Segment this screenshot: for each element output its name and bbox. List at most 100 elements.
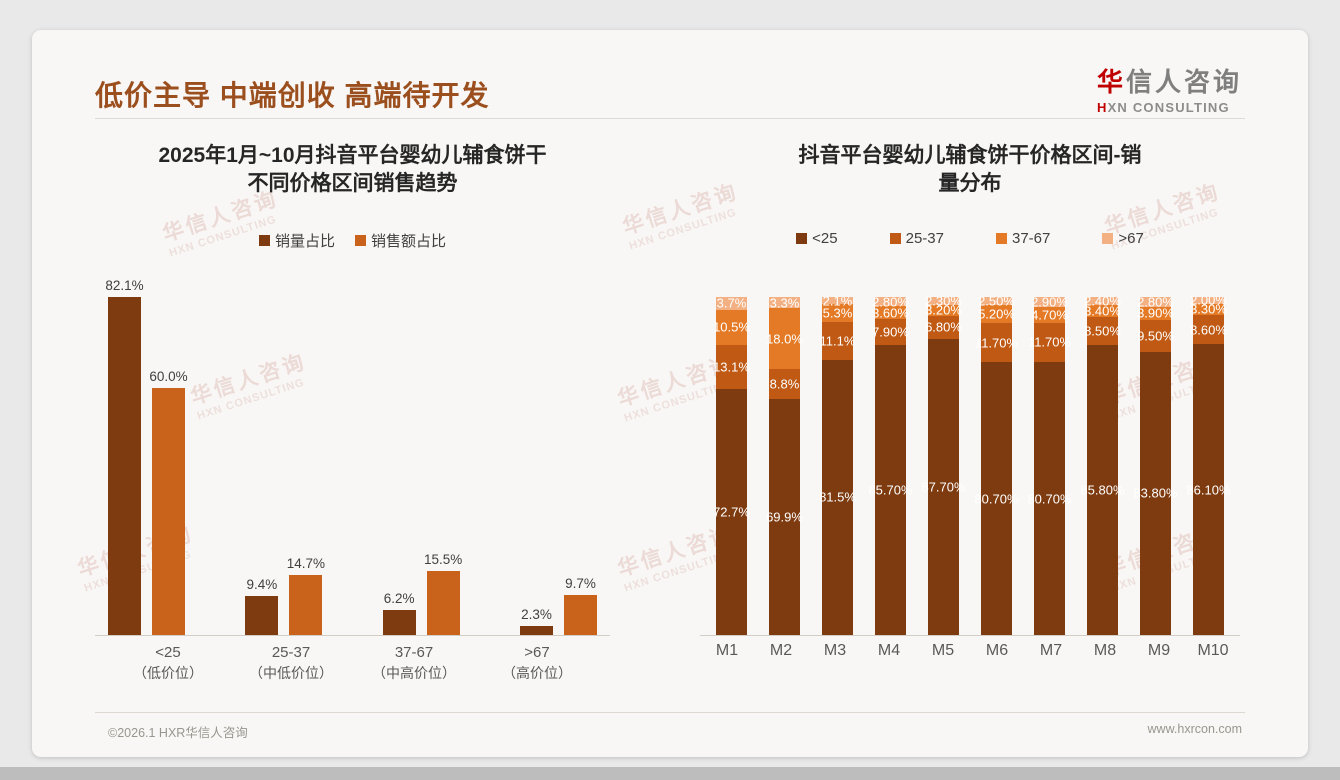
legend-swatch-icon: [355, 235, 366, 246]
x-axis-month-label: M5: [931, 642, 955, 659]
segment-value-label: 3.60%: [872, 305, 909, 321]
legend-label: 销售额占比: [371, 233, 447, 250]
legend-label: 25-37: [905, 230, 944, 247]
legend-item: 销售额占比: [355, 230, 446, 251]
segment-value-label: 72.7%: [713, 504, 750, 520]
segment-value-label: 2.00%: [1190, 297, 1227, 308]
x-axis-category-label: >67 （高价位）: [477, 642, 597, 684]
category-range-label: 37-67: [394, 644, 434, 661]
segment-value-label: 4.70%: [1031, 307, 1068, 323]
stack-segment: 85.70%: [868, 345, 913, 635]
segment-value-label: 83.80%: [1133, 485, 1178, 501]
segment-value-label: 86.10%: [1186, 482, 1231, 498]
stack-segment: 5.3%: [822, 304, 853, 322]
x-axis-month-label: M3: [823, 642, 847, 659]
x-axis-category-label: 25-37 （中低价位）: [231, 642, 351, 684]
legend-label: 37-67: [1012, 230, 1051, 247]
x-axis-month-label: M4: [877, 642, 901, 659]
category-range-label: >67: [524, 644, 550, 661]
stack-segment: 80.70%: [1027, 362, 1072, 635]
bar-group: 2.3% 9.7%: [519, 297, 597, 635]
stack-segment: 85.80%: [1080, 345, 1125, 635]
stack-segment: 72.7%: [713, 389, 750, 635]
stack-segment: 3.30%: [1190, 301, 1227, 317]
bar-value-label: 9.7%: [565, 576, 596, 592]
stack-segment: 2.30%: [925, 297, 962, 308]
segment-value-label: 2.90%: [1031, 297, 1068, 310]
segment-value-label: 8.60%: [1190, 322, 1227, 338]
segment-value-label: 85.70%: [868, 482, 913, 498]
stack-segment: 3.7%: [716, 297, 747, 311]
stack-segment: 8.8%: [769, 369, 800, 399]
segment-value-label: 3.3%: [769, 297, 800, 311]
window-bottom-edge: [0, 767, 1340, 780]
segment-value-label: 3.30%: [1190, 301, 1227, 317]
segment-value-label: 3.7%: [716, 297, 747, 311]
segment-value-label: 10.5%: [713, 319, 750, 335]
x-axis-month-label: M7: [1039, 642, 1063, 659]
stacked-bar: 80.70% 11.70% 4.70% 2.90%: [1027, 297, 1072, 635]
bar-value-label: 6.2%: [383, 590, 415, 606]
header-divider: [95, 118, 1245, 119]
segment-value-label: 11.1%: [819, 333, 856, 349]
stack-segment: 2.50%: [978, 297, 1015, 309]
right-chart-x-axis: M1 M2 M3 M4 M5 M6 M7 M8 M9 M10: [700, 642, 1240, 660]
bar: 15.5%: [424, 552, 462, 635]
segment-value-label: 2.1%: [822, 297, 853, 309]
bar: 6.2%: [382, 591, 416, 635]
category-range-label: 25-37: [271, 644, 311, 661]
stack-segment: 87.70%: [921, 338, 966, 635]
right-chart-legend: <25 25-37 37-67 >67: [700, 230, 1240, 247]
logo-gray-chars: 信人咨询: [1125, 67, 1242, 97]
category-range-label: <25: [155, 644, 181, 661]
left-chart-plot: 82.1% 60.0% 9.4% 14.7% 6.2% 15.5% 2.3% 9.7%: [95, 278, 610, 635]
bar: 9.7%: [563, 576, 597, 635]
bar-value-label: 15.5%: [424, 552, 463, 568]
bar-group: 82.1% 60.0%: [105, 278, 188, 635]
stack-segment: 3.60%: [872, 305, 909, 321]
x-axis-category-label: <25 （低价位）: [108, 642, 228, 684]
segment-value-label: 5.20%: [978, 306, 1015, 322]
right-chart-title-line1: 抖音平台婴幼儿辅食饼干价格区间-销: [798, 144, 1142, 167]
stack-segment: 8.50%: [1084, 316, 1121, 346]
segment-value-label: 2.80%: [872, 297, 909, 310]
left-chart-title-line1: 2025年1月~10月抖音平台婴幼儿辅食饼干: [158, 144, 547, 167]
left-chart-title: 2025年1月~10月抖音平台婴幼儿辅食饼干 不同价格区间销售趋势: [95, 142, 610, 198]
bar-value-label: 9.4%: [246, 577, 278, 593]
legend-label: 销量占比: [274, 233, 335, 250]
left-chart-legend: 销量占比 销售额占比: [95, 230, 610, 251]
segment-value-label: 8.8%: [769, 376, 800, 392]
segment-value-label: 3.40%: [1084, 303, 1121, 319]
stack-segment: 7.90%: [872, 318, 909, 346]
legend-item: 销量占比: [258, 230, 335, 251]
stack-segment: 81.5%: [819, 359, 856, 635]
logo-english-text: HXN CONSULTING: [1097, 100, 1242, 115]
stack-segment: 11.1%: [819, 322, 856, 360]
x-axis-month-label: M2: [769, 642, 793, 659]
segment-value-label: 13.1%: [713, 359, 750, 375]
stack-segment: 69.9%: [766, 398, 803, 635]
bar-value-label: 14.7%: [286, 555, 325, 571]
segment-value-label: 11.70%: [1027, 334, 1072, 350]
stacked-bar: 85.70% 7.90% 3.60% 2.80%: [868, 297, 913, 635]
stack-segment: 80.70%: [974, 362, 1019, 635]
x-axis-month-label: M6: [985, 642, 1009, 659]
stack-segment: 11.70%: [1028, 322, 1071, 363]
stack-segment: 3.20%: [925, 303, 962, 318]
stack-segment: 2.80%: [1137, 297, 1174, 310]
segment-value-label: 6.80%: [925, 319, 962, 335]
stack-segment: 83.80%: [1133, 351, 1178, 635]
stack-segment: 9.50%: [1137, 319, 1174, 352]
x-axis-month-label: M10: [1197, 642, 1229, 659]
stacked-bar: 72.7% 13.1% 10.5% 3.7%: [713, 297, 750, 635]
bar-group: 6.2% 15.5%: [382, 297, 462, 635]
segment-value-label: 2.80%: [1137, 297, 1174, 310]
stack-segment: 3.40%: [1084, 303, 1121, 319]
stack-segment: 2.1%: [822, 297, 853, 308]
legend-item: 25-37: [889, 230, 944, 247]
category-tier-label: （中低价位）: [249, 665, 333, 681]
stacked-bar: 87.70% 6.80% 3.20% 2.30%: [921, 297, 966, 635]
legend-swatch-icon: [258, 235, 270, 246]
bar-group: 9.4% 14.7%: [245, 297, 325, 635]
